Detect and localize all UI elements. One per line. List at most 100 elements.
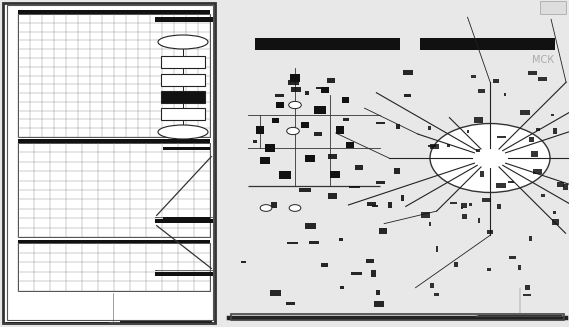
Bar bbox=[461, 203, 467, 208]
Bar bbox=[471, 75, 476, 78]
Bar bbox=[474, 117, 483, 123]
Bar bbox=[271, 202, 277, 208]
Bar bbox=[525, 285, 530, 290]
Bar bbox=[305, 154, 315, 162]
Bar bbox=[18, 243, 210, 291]
Bar bbox=[346, 142, 354, 148]
Bar bbox=[430, 144, 439, 148]
Bar bbox=[518, 265, 521, 270]
Bar bbox=[552, 219, 559, 225]
Bar bbox=[553, 211, 555, 214]
Bar bbox=[18, 139, 210, 143]
Ellipse shape bbox=[158, 125, 208, 139]
Bar bbox=[394, 168, 400, 174]
Bar bbox=[18, 10, 210, 14]
Bar bbox=[478, 315, 562, 316]
Bar bbox=[462, 214, 467, 219]
Ellipse shape bbox=[158, 35, 208, 49]
Bar bbox=[556, 182, 564, 187]
Bar bbox=[428, 126, 431, 129]
Text: IO: IO bbox=[543, 39, 553, 49]
Bar bbox=[469, 203, 472, 206]
Bar bbox=[504, 93, 506, 96]
Bar bbox=[428, 222, 431, 226]
Bar bbox=[341, 97, 348, 103]
Bar bbox=[551, 114, 555, 116]
Bar bbox=[487, 230, 493, 234]
Bar bbox=[155, 272, 213, 276]
Bar bbox=[477, 218, 480, 223]
Bar bbox=[343, 118, 349, 121]
Bar bbox=[450, 202, 456, 204]
Bar bbox=[228, 317, 566, 318]
Bar bbox=[340, 286, 344, 289]
Bar bbox=[367, 202, 376, 206]
Bar bbox=[314, 132, 322, 136]
Bar bbox=[540, 1, 566, 14]
Bar bbox=[260, 157, 270, 164]
Bar bbox=[6, 322, 109, 323]
Bar bbox=[421, 212, 430, 218]
Bar bbox=[354, 165, 363, 170]
Bar bbox=[538, 77, 547, 81]
Bar bbox=[253, 140, 257, 144]
Bar bbox=[483, 198, 490, 202]
Bar bbox=[276, 102, 284, 108]
Bar bbox=[533, 169, 542, 174]
Bar bbox=[541, 194, 546, 197]
Bar bbox=[493, 79, 499, 83]
Bar bbox=[271, 117, 278, 123]
Bar bbox=[120, 321, 212, 323]
Bar bbox=[428, 145, 436, 147]
Bar bbox=[529, 236, 531, 241]
Bar bbox=[478, 315, 562, 316]
Bar bbox=[290, 74, 300, 82]
Bar bbox=[161, 91, 205, 103]
Bar bbox=[497, 183, 506, 188]
Bar bbox=[6, 322, 109, 323]
Bar bbox=[480, 171, 484, 177]
Bar bbox=[376, 122, 385, 124]
Bar bbox=[420, 38, 555, 50]
Bar bbox=[366, 259, 374, 263]
Bar bbox=[447, 145, 450, 147]
Bar bbox=[436, 247, 438, 251]
Bar bbox=[305, 92, 310, 95]
Bar bbox=[321, 263, 328, 267]
Bar bbox=[301, 122, 309, 128]
Bar bbox=[563, 184, 568, 190]
Bar bbox=[241, 261, 245, 263]
Bar bbox=[18, 14, 210, 137]
Bar bbox=[478, 315, 562, 316]
Bar bbox=[434, 293, 439, 297]
Bar bbox=[120, 321, 212, 323]
Bar bbox=[404, 94, 411, 96]
Bar bbox=[270, 289, 281, 296]
Bar bbox=[327, 78, 335, 83]
Bar bbox=[477, 89, 485, 93]
Circle shape bbox=[288, 101, 302, 109]
Bar bbox=[509, 256, 516, 259]
Bar bbox=[349, 186, 360, 188]
Bar bbox=[265, 144, 275, 152]
Bar bbox=[351, 271, 362, 275]
Bar bbox=[531, 151, 538, 157]
Bar bbox=[161, 108, 205, 120]
Bar bbox=[155, 219, 213, 223]
Bar bbox=[18, 143, 210, 237]
Bar bbox=[376, 181, 385, 184]
Bar bbox=[161, 56, 205, 68]
Bar bbox=[529, 137, 534, 142]
Bar bbox=[371, 270, 376, 277]
Bar bbox=[287, 242, 298, 244]
Circle shape bbox=[289, 205, 301, 211]
Bar bbox=[316, 87, 321, 89]
Circle shape bbox=[260, 205, 272, 211]
Bar bbox=[275, 94, 283, 97]
Bar bbox=[163, 147, 210, 150]
Bar bbox=[328, 154, 337, 159]
Bar bbox=[379, 228, 387, 234]
Bar bbox=[336, 126, 344, 134]
Bar bbox=[387, 202, 392, 208]
Circle shape bbox=[430, 124, 550, 193]
